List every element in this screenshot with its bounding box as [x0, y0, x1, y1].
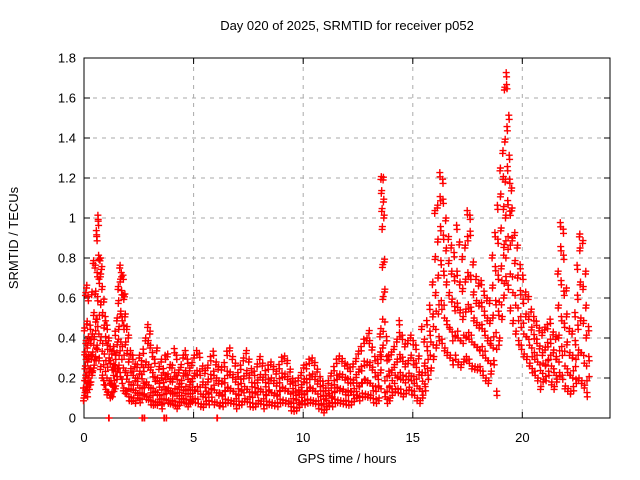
y-tick-label: 1.6	[58, 91, 76, 106]
x-axis-label: GPS time / hours	[298, 451, 397, 466]
y-tick-label: 1.4	[58, 131, 76, 146]
y-tick-label: 0.6	[58, 291, 76, 306]
x-tick-label: 5	[190, 430, 197, 445]
x-tick-label: 0	[80, 430, 87, 445]
y-axis-label: SRMTID / TECUs	[6, 186, 21, 289]
x-tick-label: 20	[515, 430, 529, 445]
y-tick-label: 0.2	[58, 371, 76, 386]
plot-border	[83, 57, 611, 419]
y-tick-label: 0.4	[58, 331, 76, 346]
y-tick-label: 0	[69, 411, 76, 426]
y-tick-label: 1.8	[58, 51, 76, 66]
y-tick-label: 1.2	[58, 171, 76, 186]
x-tick-label: 15	[406, 430, 420, 445]
scatter-points	[80, 69, 593, 422]
y-tick-label: 0.8	[58, 251, 76, 266]
y-tick-label: 1	[69, 211, 76, 226]
chart-title: Day 020 of 2025, SRMTID for receiver p05…	[220, 18, 474, 33]
x-tick-label: 10	[296, 430, 310, 445]
